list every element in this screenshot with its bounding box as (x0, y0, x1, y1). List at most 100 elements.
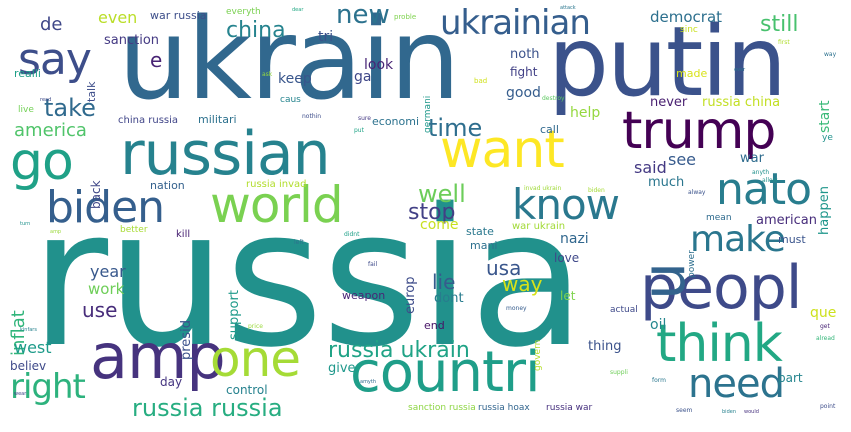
word-destroy: destroy (542, 95, 565, 102)
word-economi: economi (372, 115, 420, 128)
word-state: state (466, 225, 494, 238)
word-let: let (560, 289, 576, 303)
word-power: power (687, 250, 697, 278)
word-start: start (817, 100, 833, 133)
word-take: take (44, 94, 96, 122)
word-one: one (210, 330, 301, 388)
word-russia-ukrain: russia ukrain (328, 338, 470, 363)
word-call: call (540, 123, 559, 136)
word-amyth: amyth (360, 379, 377, 385)
word-ukrain: ukrain (118, 0, 461, 125)
word-countri: countri (350, 340, 541, 405)
word-biden: biden (46, 182, 165, 233)
word-live: live (18, 105, 34, 115)
word-sanction-russia: sanction russia (408, 403, 476, 413)
word-better: better (120, 225, 148, 235)
word-fail: fail (368, 261, 378, 268)
word-ever: ever (734, 67, 746, 73)
word-dont: dont (434, 291, 464, 306)
word-sanction: sanction (104, 33, 160, 48)
word-russia-invad: russia invad (246, 179, 307, 190)
word-still: still (760, 12, 799, 37)
word-said: said (634, 158, 667, 177)
word-left: left (294, 239, 304, 246)
word-dear: dear (292, 7, 304, 13)
word-russia: russia (30, 168, 586, 389)
word-u: u (629, 261, 699, 300)
word-democrat: democrat (650, 8, 723, 26)
word-war-russia: war russia (150, 9, 207, 22)
word-suppli: suppli (610, 369, 628, 376)
word-stop: stop (408, 200, 456, 225)
word-turn: turn (20, 221, 31, 227)
word-read: read (40, 97, 52, 103)
word-presid: presid (179, 320, 194, 360)
word-nothin: nothin (302, 113, 322, 120)
word-want: want (440, 120, 565, 180)
word-never: never (650, 95, 688, 110)
word-way-small: way (824, 51, 837, 58)
word-day: day (160, 375, 183, 389)
word-put: put (354, 127, 364, 134)
word-believ: believ (10, 359, 47, 373)
word-go: go (10, 132, 74, 192)
word-didnt: didnt (344, 231, 360, 238)
word-europ: europ (403, 276, 418, 314)
word-amp-small: amp (50, 229, 62, 235)
word-noth: noth (510, 47, 540, 62)
word-mean: mean (706, 213, 732, 223)
word-sure: sure (358, 115, 371, 122)
word-work: work (88, 280, 125, 298)
word-e: e (150, 48, 163, 72)
word-trump: trump (622, 101, 776, 161)
word-first: first (778, 39, 790, 46)
word-end: end (424, 319, 445, 332)
word-invad-ukrain: invad ukrain (524, 185, 562, 192)
word-govern: govern (533, 339, 543, 371)
word-nato: nato (716, 164, 812, 215)
word-nation: nation (150, 179, 185, 192)
word-proble: proble (394, 13, 417, 21)
word-kill: kill (176, 229, 191, 240)
word-new: new (336, 0, 390, 30)
word-sinc: sinc (680, 25, 698, 35)
word-ask: ask (262, 71, 273, 78)
word-war-ukrain: war ukrain (512, 221, 566, 232)
word-war: war (740, 151, 764, 166)
word-weapon: weapon (342, 289, 386, 302)
word-allow: allow (762, 177, 778, 184)
word-oil: oil (650, 317, 667, 333)
word-germani: germani (423, 95, 433, 133)
word-get: get (820, 323, 830, 330)
word-give: give (328, 361, 356, 376)
word-everyth: everyth (226, 7, 261, 17)
word-back: back (89, 180, 103, 209)
word-nazi: nazi (560, 231, 589, 247)
word-thing: thing (588, 339, 622, 354)
word-que: que (810, 305, 837, 321)
word-caus: caus (280, 95, 301, 105)
word-look: look (364, 57, 394, 73)
word-point: point (820, 403, 836, 410)
word-need: need (688, 361, 785, 407)
word-bad: bad (474, 77, 488, 85)
word-ga: ga (354, 69, 372, 85)
word-support: support (227, 290, 242, 340)
word-way: way (502, 272, 543, 296)
word-alread: alread (816, 335, 835, 342)
word-know: know (512, 180, 620, 229)
word-time: time (428, 114, 483, 142)
word-price: price (248, 323, 263, 330)
word-help: help (570, 105, 601, 121)
word-must: must (778, 233, 806, 246)
word-amp: amp (90, 320, 226, 393)
word-russian: russian (120, 119, 331, 189)
word-militari: militari (198, 113, 237, 126)
word-control: control (226, 383, 268, 397)
word-usa: usa (486, 256, 522, 280)
word-wear: wear (14, 391, 27, 397)
word-year: year (90, 262, 126, 281)
word-china-russia: china russia (118, 115, 179, 126)
word-money: money (506, 305, 527, 312)
word-keep: keep (278, 71, 312, 87)
